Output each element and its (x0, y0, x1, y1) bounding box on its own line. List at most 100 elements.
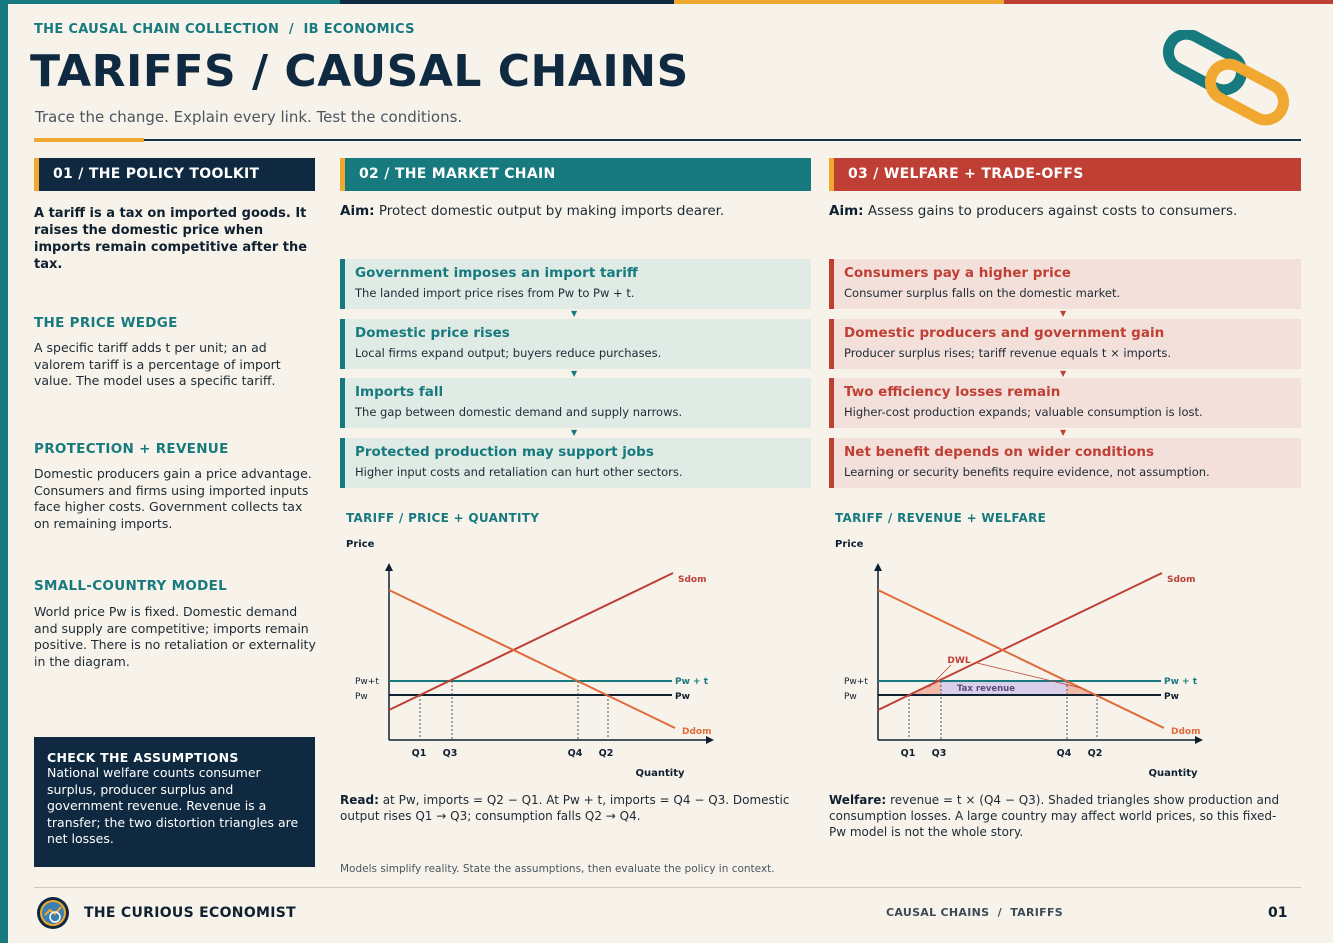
welfare-read-text: revenue = t × (Q4 − Q3). Shaded triangle… (829, 793, 1280, 839)
market-chain-step-desc: Local firms expand output; buyers reduce… (355, 346, 662, 360)
welfare-chain-step-desc: Consumer surplus falls on the domestic m… (844, 286, 1121, 300)
welfare-graph-title: TARIFF / REVENUE + WELFARE (835, 511, 1047, 525)
protection-revenue-body: Domestic producers gain a price advantag… (34, 466, 312, 531)
x-axis-arrow-icon (1195, 736, 1203, 744)
chain-down-arrow-icon: ▼ (1060, 369, 1067, 378)
section-heading-market-chain: 02 / THE MARKET CHAIN (340, 158, 811, 191)
x-axis-arrow-icon (706, 736, 714, 744)
chain-down-arrow-icon: ▼ (571, 369, 578, 378)
chain-down-arrow-icon: ▼ (1060, 428, 1067, 437)
welfare-chain-step-3: Two efficiency losses remain Higher-cost… (829, 378, 1301, 428)
supply-curve (388, 572, 674, 711)
y-axis-arrow-icon (874, 563, 882, 571)
tax-revenue-label: Tax revenue (957, 684, 1015, 694)
demand-curve (877, 589, 1165, 729)
pw-right-label: Pw (1164, 692, 1179, 702)
market-chain-step-title: Domestic price rises (355, 325, 510, 341)
welfare-chain-step-4: Net benefit depends on wider conditions … (829, 438, 1301, 488)
q2-label: Q2 (599, 748, 614, 759)
page-title: TARIFFS / CAUSAL CHAINS (30, 46, 689, 97)
pwt-left-label: Pw+t (844, 677, 868, 687)
y-axis-label: Price (835, 539, 864, 550)
top-bar-gold (674, 0, 1004, 4)
welfare-chain-step-desc: Higher-cost production expands; valuable… (844, 405, 1203, 419)
welfare-chain-step-1: Consumers pay a higher price Consumer su… (829, 259, 1301, 309)
protection-revenue-title: PROTECTION + REVENUE (34, 441, 229, 457)
small-country-title: SMALL-COUNTRY MODEL (34, 578, 228, 594)
top-bar-red (1004, 0, 1333, 4)
demand-label: Ddom (1171, 727, 1200, 737)
welfare-aim-text: Assess gains to producers against costs … (867, 203, 1238, 219)
x-axis-label: Quantity (1149, 768, 1198, 779)
top-bar-teal (0, 0, 340, 4)
market-chain-step-title: Imports fall (355, 384, 444, 400)
welfare-chain-step-desc: Learning or security benefits require ev… (844, 465, 1210, 479)
q2-label: Q2 (1088, 748, 1103, 759)
chain-down-arrow-icon: ▼ (571, 428, 578, 437)
page-subtitle: Trace the change. Explain every link. Te… (35, 108, 463, 126)
price-wedge-body: A specific tariff adds t per unit; an ad… (34, 340, 281, 388)
pw-left-label: Pw (355, 692, 368, 702)
welfare-chain-step-desc: Producer surplus rises; tariff revenue e… (844, 346, 1171, 360)
small-country-body: World price Pw is fixed. Domestic demand… (34, 604, 316, 669)
page-number: 01 (1268, 905, 1288, 921)
market-chain-step-desc: Higher input costs and retaliation can h… (355, 465, 683, 479)
supply-curve (877, 572, 1163, 711)
market-chain-step-4: Protected production may support jobs Hi… (340, 438, 811, 488)
welfare-aim: Aim: Assess gains to producers against c… (829, 203, 1237, 219)
curious-economist-logo-icon (37, 897, 69, 929)
left-accent-bar (0, 0, 8, 943)
market-chain-step-3: Imports fall The gap between domestic de… (340, 378, 811, 428)
q4-label: Q4 (1057, 748, 1072, 759)
check-assumptions-box: CHECK THE ASSUMPTIONS National welfare c… (34, 737, 315, 867)
market-aim-text: Protect domestic output by making import… (378, 203, 725, 219)
y-axis-label: Price (346, 539, 375, 550)
header-rule (34, 139, 1301, 141)
supply-label: Sdom (1167, 575, 1196, 585)
q3-label: Q3 (443, 748, 458, 759)
q1-label: Q1 (412, 748, 427, 759)
market-chain-step-2: Domestic price rises Local firms expand … (340, 319, 811, 369)
tax-revenue-area (941, 681, 1067, 695)
pwt-left-label: Pw+t (355, 677, 379, 687)
pw-right-label: Pw (675, 692, 690, 702)
y-axis-arrow-icon (385, 563, 393, 571)
market-read-label: Read: (340, 793, 379, 807)
pwt-right-label: Pw + t (1164, 677, 1198, 687)
footer-rule (34, 887, 1301, 888)
pw-left-label: Pw (844, 692, 857, 702)
q4-label: Q4 (568, 748, 583, 759)
welfare-read-label: Welfare: (829, 793, 887, 807)
footer-note: Models simplify reality. State the assum… (340, 863, 775, 875)
market-chain-step-desc: The landed import price rises from Pw to… (355, 286, 635, 300)
demand-label: Ddom (682, 727, 711, 737)
toolkit-lead: A tariff is a tax on imported goods. It … (34, 206, 308, 272)
demand-curve (388, 589, 676, 729)
welfare-chain-step-title: Consumers pay a higher price (844, 265, 1071, 281)
x-axis-label: Quantity (636, 768, 685, 779)
welfare-read-note: Welfare: revenue = t × (Q4 − Q3). Shaded… (829, 792, 1291, 840)
q3-label: Q3 (932, 748, 947, 759)
market-chain-step-title: Protected production may support jobs (355, 444, 654, 460)
market-chain-step-title: Government imposes an import tariff (355, 265, 638, 281)
top-bar-navy (340, 0, 674, 4)
market-aim: Aim: Protect domestic output by making i… (340, 203, 724, 219)
welfare-graph: Price Quantity DWL Tax revenue Pw+t Pw P… (835, 539, 1203, 779)
market-read-text: at Pw, imports = Q2 − Q1. At Pw + t, imp… (340, 793, 790, 823)
welfare-aim-label: Aim: (829, 203, 864, 219)
supply-label: Sdom (678, 575, 707, 585)
price-wedge-title: THE PRICE WEDGE (34, 315, 178, 331)
welfare-chain-step-2: Domestic producers and government gain P… (829, 319, 1301, 369)
section-heading-welfare: 03 / WELFARE + TRADE-OFFS (829, 158, 1301, 191)
q1-label: Q1 (901, 748, 916, 759)
check-assumptions-title: CHECK THE ASSUMPTIONS (47, 750, 239, 765)
dwl-pointer (928, 664, 952, 688)
footer-brand: THE CURIOUS ECONOMIST (84, 905, 296, 921)
market-chain-step-1: Government imposes an import tariff The … (340, 259, 811, 309)
pwt-right-label: Pw + t (675, 677, 709, 687)
footer-section: CAUSAL CHAINS / TARIFFS (886, 906, 1063, 919)
header-rule-accent (34, 138, 144, 142)
check-assumptions-body: National welfare counts consumer surplus… (47, 765, 299, 846)
market-graph: Price Quantity Pw+t Pw Pw + t Pw Sdom Dd… (346, 539, 714, 779)
section-heading-toolkit: 01 / THE POLICY TOOLKIT (34, 158, 315, 191)
